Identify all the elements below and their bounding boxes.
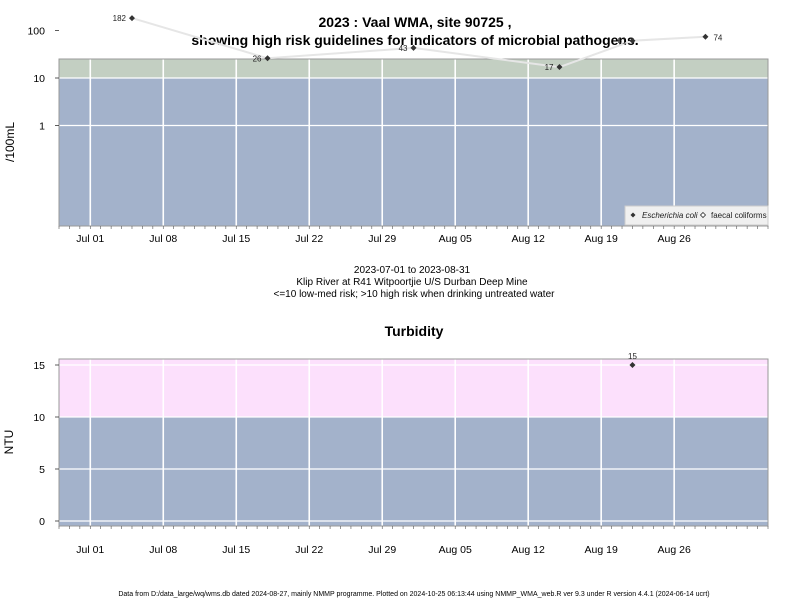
x-tick-label: Jul 29 <box>368 544 396 556</box>
x-tick-label: Jul 29 <box>368 233 396 245</box>
low-risk-band <box>59 78 768 226</box>
chart-title-line1: 2023 : Vaal WMA, site 90725 , <box>319 14 512 30</box>
data-label: 61 <box>618 37 627 46</box>
y-tick-label: 1 <box>39 121 45 133</box>
ecoli-series: 182 26 43 17 61 74 <box>113 14 723 72</box>
data-label: 43 <box>399 44 408 53</box>
x-tick-label: Jul 08 <box>149 233 177 245</box>
series-line <box>131 17 706 69</box>
data-point <box>264 55 271 62</box>
x-tick-label: Aug 26 <box>658 233 691 245</box>
data-point <box>556 64 563 71</box>
x-tick-label: Jul 01 <box>76 544 104 556</box>
data-label: 182 <box>113 14 127 23</box>
x-tick-label: Aug 12 <box>512 544 545 556</box>
y-tick-label: 15 <box>33 360 45 372</box>
x-tick-label: Jul 22 <box>295 233 323 245</box>
y-axis: 100 10 1 <box>27 26 59 133</box>
x-tick-label: Aug 19 <box>585 544 618 556</box>
legend-box <box>624 205 769 226</box>
high-risk-band <box>59 59 768 78</box>
data-point <box>410 44 417 51</box>
data-point <box>128 15 135 22</box>
risk-note: <=10 low-med risk; >10 high risk when dr… <box>274 289 556 300</box>
legend-filled-diamond-icon <box>630 212 636 218</box>
x-tick-label: Jul 01 <box>76 233 104 245</box>
legend-open-diamond-icon <box>699 211 707 219</box>
y-axis: 15 10 5 0 <box>33 360 59 528</box>
gridlines <box>59 359 768 526</box>
x-tick-label: Aug 26 <box>658 544 691 556</box>
x-tick-label: Jul 22 <box>295 544 323 556</box>
microbial-panel: 100 10 1 Jul 01 Jul 08 Jul 15 Jul 22 Jul 29 Aug… <box>3 14 769 245</box>
x-tick-label: Jul 08 <box>149 544 177 556</box>
high-risk-band <box>59 359 768 417</box>
x-tick-label: Aug 12 <box>512 233 545 245</box>
chart-title-line2: showing high risk guidelines for indicat… <box>191 32 638 48</box>
data-label: 17 <box>545 63 554 72</box>
x-tick-label: Aug 05 <box>439 544 472 556</box>
y-tick-label: 10 <box>33 73 45 85</box>
legend-ecoli-label: Escherichia coli <box>642 211 698 220</box>
site-description: Klip River at R41 Witpoortjie U/S Durban… <box>296 277 528 288</box>
legend: Escherichia coli faecal coliforms <box>624 205 769 226</box>
data-point <box>702 33 709 40</box>
y-axis-label: NTU <box>2 430 16 455</box>
x-tick-label: Aug 05 <box>439 233 472 245</box>
y-tick-label: 0 <box>39 516 45 528</box>
x-tick-label: Jul 15 <box>222 233 250 245</box>
x-tick-label: Jul 15 <box>222 544 250 556</box>
legend-faecal-label: faecal coliforms <box>711 211 767 220</box>
turbidity-panel: 15 10 5 0 Jul 01 Jul 08 Jul 15 Jul 22 Jul 29 Aug… <box>2 352 769 556</box>
gridlines <box>59 29 768 226</box>
data-point <box>629 37 636 44</box>
y-axis-label: /100mL <box>3 122 17 162</box>
x-axis: Jul 01 Jul 08 Jul 15 Jul 22 Jul 29 Aug 05 Aug … <box>58 526 769 556</box>
y-tick-label: 10 <box>33 412 45 424</box>
data-label: 74 <box>713 34 722 43</box>
data-label: 26 <box>253 54 262 63</box>
data-point <box>629 362 636 368</box>
date-range: 2023-07-01 to 2023-08-31 <box>354 265 471 276</box>
footer-note: Data from D:/data_large/wq/wms.db dated … <box>118 591 709 598</box>
data-label: 15 <box>628 352 637 361</box>
y-tick-label: 100 <box>27 26 45 38</box>
low-risk-band <box>59 417 768 526</box>
y-tick-label: 5 <box>39 464 45 476</box>
turbidity-title: Turbidity <box>385 323 444 339</box>
turbidity-series: 15 <box>628 352 637 368</box>
x-axis: Jul 01 Jul 08 Jul 15 Jul 22 Jul 29 Aug 05 Aug … <box>58 226 769 245</box>
x-tick-label: Aug 19 <box>585 233 618 245</box>
